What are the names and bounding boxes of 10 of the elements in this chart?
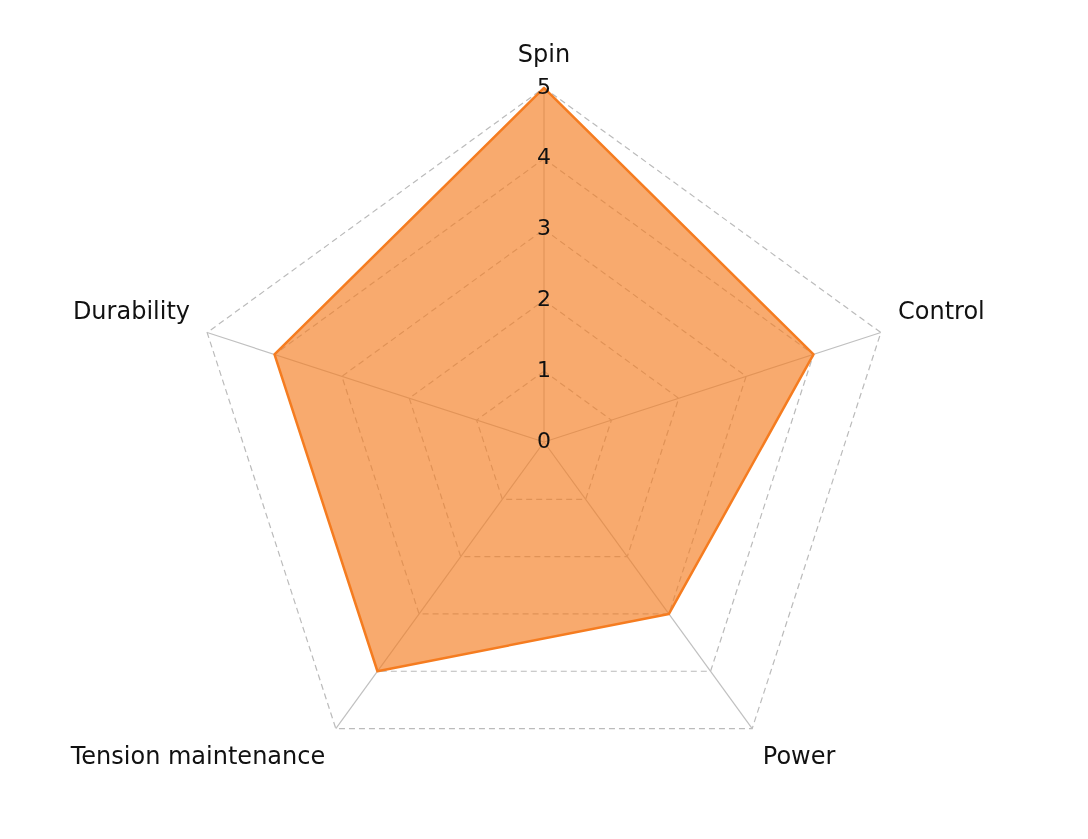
y-tick-label: 3 (537, 215, 551, 241)
y-tick-label: 2 (537, 286, 551, 312)
spoke-label: Durability (72, 296, 191, 325)
spoke-label: Tension maintenance (69, 741, 326, 770)
y-tick-label: 4 (537, 144, 551, 170)
y-tick-label: 0 (537, 427, 551, 453)
spoke-label: Power (762, 741, 836, 770)
spoke-label: Control (897, 296, 985, 325)
y-tick-label: 1 (537, 356, 551, 382)
spoke-label: Spin (517, 39, 571, 68)
